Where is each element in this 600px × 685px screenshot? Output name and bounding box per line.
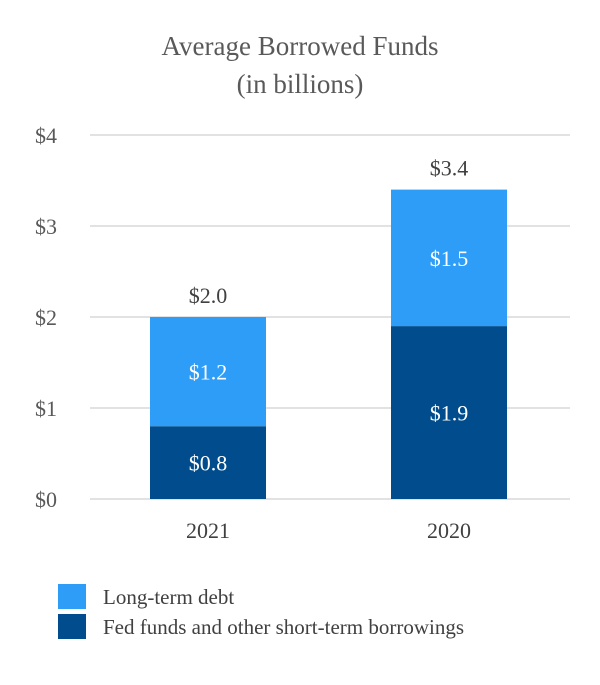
legend: Long-term debt Fed funds and other short-… — [58, 584, 464, 639]
chart-title: Average Borrowed Funds — [162, 31, 439, 61]
x-tick-label: 2020 — [427, 518, 471, 543]
bar-segment-label: $1.5 — [430, 246, 469, 271]
x-axis-ticks: 2021 2020 — [186, 518, 471, 543]
bar-segment-label: $0.8 — [189, 451, 228, 476]
legend-swatch — [58, 584, 86, 609]
bar-total-label: $3.4 — [430, 156, 469, 181]
y-tick-label: $4 — [35, 123, 57, 148]
data-labels: $0.8 $1.2 $2.0 $1.9 $1.5 $3.4 — [189, 156, 469, 476]
x-tick-label: 2021 — [186, 518, 230, 543]
y-tick-label: $2 — [35, 305, 57, 330]
bar-total-label: $2.0 — [189, 283, 228, 308]
bar-segment — [391, 326, 507, 499]
bar-segment — [150, 426, 266, 499]
bar-segment-label: $1.9 — [430, 401, 469, 426]
bar-segment — [391, 189, 507, 327]
bar-segment — [150, 317, 266, 427]
y-tick-label: $0 — [35, 487, 57, 512]
legend-label: Long-term debt — [103, 585, 234, 609]
y-tick-label: $3 — [35, 214, 57, 239]
bar-segment-label: $1.2 — [189, 360, 228, 385]
bars — [150, 189, 507, 499]
legend-swatch — [58, 614, 86, 639]
y-tick-label: $1 — [35, 396, 57, 421]
legend-label: Fed funds and other short-term borrowing… — [103, 615, 464, 639]
chart-subtitle: (in billions) — [237, 69, 364, 99]
y-axis-ticks: $0 $1 $2 $3 $4 — [35, 123, 57, 512]
